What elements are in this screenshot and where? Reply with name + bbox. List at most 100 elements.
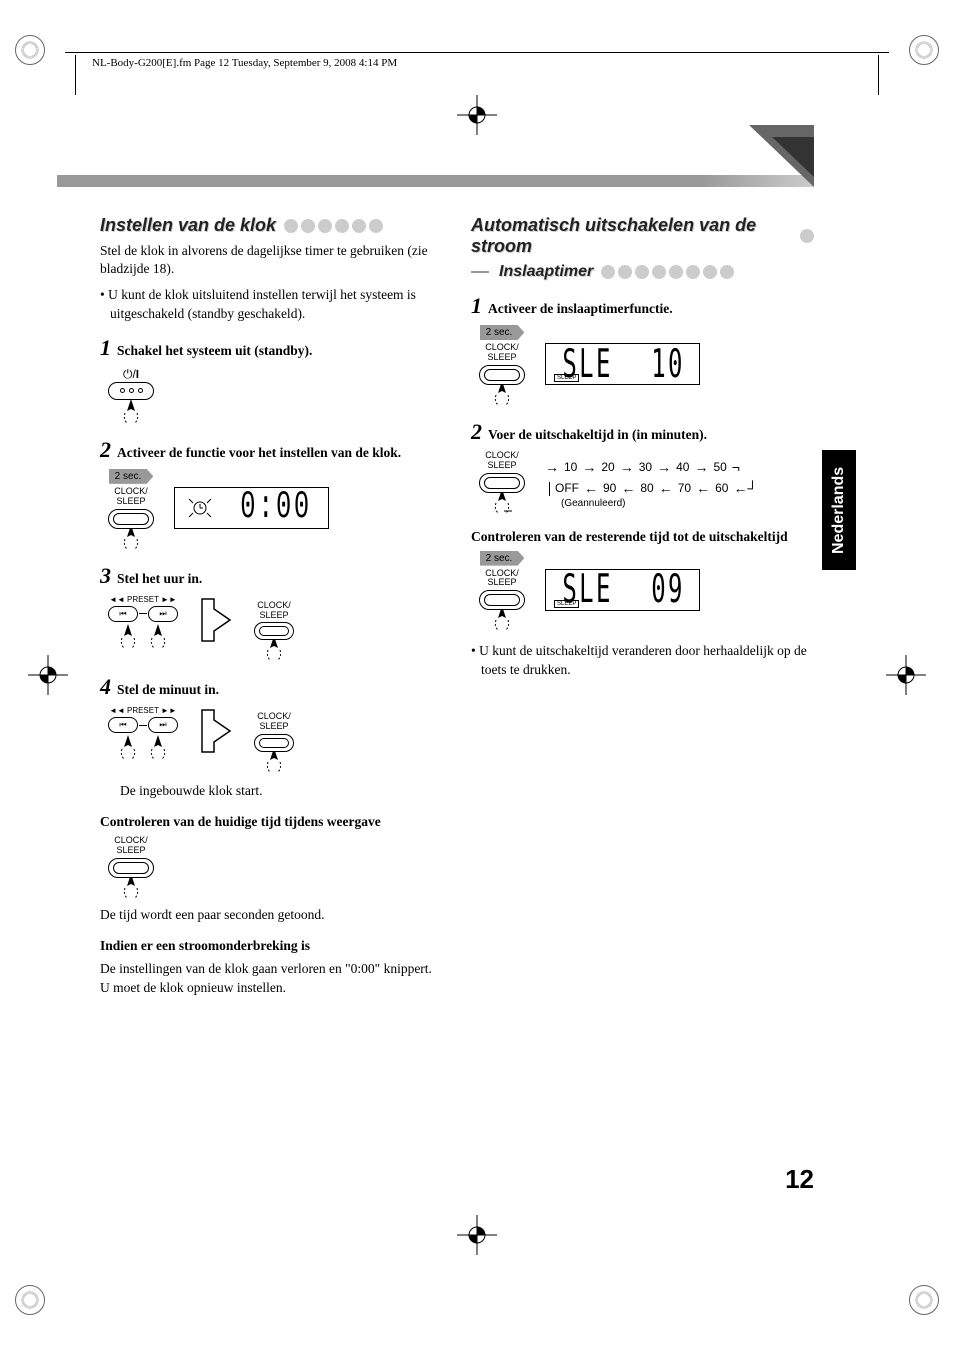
page-header: NL-Body-G200[E].fm Page 12 Tuesday, Sept… (92, 57, 397, 69)
header-banner (57, 175, 814, 187)
preset-label: ◄◄PRESET►► (109, 706, 177, 715)
sleep-badge: SLEEP (554, 374, 579, 382)
title-text: Instellen van de klok (100, 215, 276, 236)
clock-sleep-button-icon (479, 365, 525, 385)
clock-sleep-diagram: CLOCK/ SLEEP (108, 836, 443, 900)
section-title-clock: Instellen van de klok (100, 215, 443, 236)
step-text: Activeer de inslaaptimerfunctie. (488, 301, 673, 317)
lcd-display: 0:00 (174, 487, 329, 529)
step-2: 2 Voer de uitschakeltijd in (in minuten)… (471, 419, 814, 445)
step-text: Schakel het systeem uit (standby). (117, 343, 312, 359)
title-text: Automatisch uitschakelen van de stroom (471, 215, 792, 257)
clock-sleep-diagram: 2 sec. CLOCK/ SLEEP 0:00 (108, 469, 443, 551)
registration-mark (28, 655, 68, 695)
step-1: 1 Activeer de inslaaptimerfunctie. (471, 293, 814, 319)
preset-diagram: ◄◄PRESET►► ⏮ ⏭ CLOCK/ SLEEP (108, 706, 443, 774)
left-column: Instellen van de klok Stel de klok in al… (100, 215, 443, 1005)
step-number: 1 (100, 335, 111, 361)
sleep-lcd-diagram: 2 sec. CLOCK/ SLEEP SLE 10 SLEEP (479, 325, 814, 407)
step-number: 2 (100, 437, 111, 463)
section-title-auto-off: Automatisch uitschakelen van de stroom (471, 215, 814, 257)
clock-sleep-button-icon (254, 734, 294, 752)
crop-mark (15, 35, 45, 65)
press-indicator-icon (264, 748, 284, 774)
power-fail-heading: Indien er een stroomonderbreking is (100, 938, 443, 954)
clock-sleep-button-icon (108, 509, 154, 529)
prev-button-icon: ⏮ (108, 606, 138, 622)
crop-mark (909, 35, 939, 65)
bullet-text: • U kunt de uitschakeltijd veranderen do… (471, 642, 814, 678)
step-text: Voer de uitschakeltijd in (in minuten). (488, 427, 707, 443)
right-column: Automatisch uitschakelen van de stroom I… (471, 215, 814, 1005)
step-text: Activeer de functie voor het instellen v… (117, 445, 401, 461)
language-tab: Nederlands (822, 450, 856, 570)
power-button-icon: ⏻/𝗜 (108, 367, 154, 403)
next-arrow-icon (198, 595, 234, 650)
crop-mark (15, 1285, 45, 1315)
frame-line (75, 55, 76, 95)
bullet-text: • U kunt de klok uitsluitend instellen t… (100, 286, 443, 322)
lcd-text-right: 09 (651, 567, 685, 613)
cycle-diagram: CLOCK/ SLEEP →10 →20 →30 →40 →50 ¬ OFF ←… (479, 451, 814, 515)
preset-label: ◄◄PRESET►► (109, 595, 177, 604)
button-label: CLOCK/ SLEEP (485, 451, 519, 471)
intro-text: Stel de klok in alvorens de dagelijkse t… (100, 242, 443, 278)
press-indicator-icon (264, 636, 284, 662)
check-time-text: De tijd wordt een paar seconden getoond. (100, 906, 443, 924)
after-step-text: De ingebouwde klok start. (120, 782, 443, 800)
step-4: 4 Stel de minuut in. (100, 674, 443, 700)
lcd-text: 0:00 (240, 486, 311, 530)
lcd-display: SLE 09 SLEEP (545, 569, 700, 611)
check-time-heading: Controleren van de huidige tijd tijdens … (100, 814, 443, 830)
registration-mark (457, 95, 497, 135)
power-fail-text: De instellingen van de klok gaan verlore… (100, 960, 443, 996)
preset-diagram: ◄◄PRESET►► ⏮ ⏭ CLOCK/ SLEEP (108, 595, 443, 663)
button-label: CLOCK/ SLEEP (485, 569, 519, 589)
section-subtitle-sleep-timer: Inslaaptimer (471, 263, 814, 281)
subtitle-text: Inslaaptimer (499, 263, 593, 281)
next-button-icon: ⏭ (148, 606, 178, 622)
press-indicator-icon (492, 606, 512, 632)
registration-mark (457, 1215, 497, 1255)
sleep-lcd-diagram: 2 sec. CLOCK/ SLEEP SLE 09 SLEEP (479, 551, 814, 633)
frame-line (878, 55, 879, 95)
clock-sleep-button-icon (108, 858, 154, 878)
corner-triangle-icon (749, 125, 814, 187)
registration-mark (886, 655, 926, 695)
clock-sleep-button-icon (479, 590, 525, 610)
clock-sleep-button-icon (479, 473, 525, 493)
next-button-icon: ⏭ (148, 717, 178, 733)
press-indicator-icon (113, 622, 173, 650)
clock-blink-icon (185, 493, 215, 523)
button-label: CLOCK/ SLEEP (257, 601, 291, 621)
prev-button-icon: ⏮ (108, 717, 138, 733)
step-1: 1 Schakel het systeem uit (standby). (100, 335, 443, 361)
step-number: 3 (100, 563, 111, 589)
clock-sleep-button-icon (254, 622, 294, 640)
step-text: Stel het uur in. (117, 571, 202, 587)
button-label: CLOCK/ SLEEP (114, 836, 148, 856)
step-text: Stel de minuut in. (117, 682, 219, 698)
sleep-badge: SLEEP (554, 600, 579, 608)
sleep-cycle: →10 →20 →30 →40 →50 ¬ OFF ←90 ←80 ←70 ←6… (545, 455, 757, 513)
power-button-diagram: ⏻/𝗜 (108, 367, 443, 425)
duration-arrow: 2 sec. (480, 325, 525, 340)
press-indicator-icon (121, 874, 141, 900)
lcd-display: SLE 10 SLEEP (545, 343, 700, 385)
duration-arrow: 2 sec. (480, 551, 525, 566)
button-label: CLOCK/ SLEEP (114, 487, 148, 507)
duration-arrow: 2 sec. (109, 469, 154, 484)
next-arrow-icon (198, 706, 234, 761)
frame-line (65, 52, 889, 53)
crop-mark (909, 1285, 939, 1315)
step-3: 3 Stel het uur in. (100, 563, 443, 589)
lcd-text-right: 10 (651, 341, 685, 387)
step-2: 2 Activeer de functie voor het instellen… (100, 437, 443, 463)
button-label: CLOCK/ SLEEP (257, 712, 291, 732)
check-remaining-heading: Controleren van de resterende tijd tot d… (471, 529, 814, 545)
button-label: CLOCK/ SLEEP (485, 343, 519, 363)
press-indicator-icon (113, 733, 173, 761)
page-number: 12 (785, 1164, 814, 1195)
step-number: 1 (471, 293, 482, 319)
step-number: 2 (471, 419, 482, 445)
